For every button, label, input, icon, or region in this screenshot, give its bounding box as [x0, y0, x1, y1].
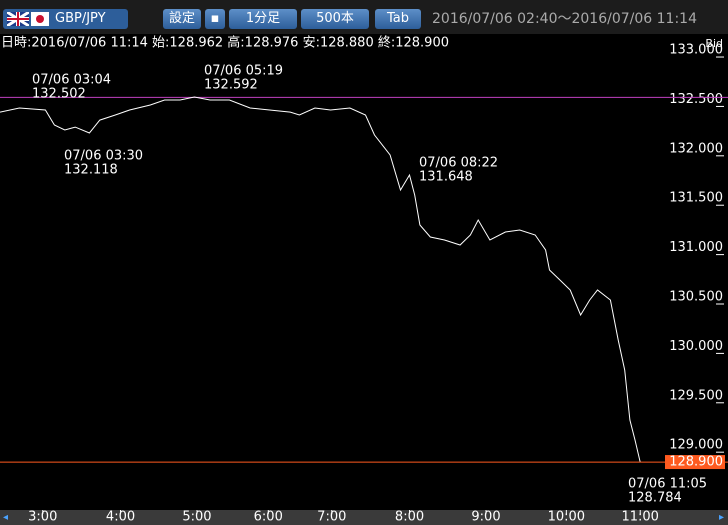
- x-tick-label: 10:00: [548, 510, 585, 525]
- price-line: [0, 96, 641, 463]
- annotation-price: 131.648: [419, 170, 473, 185]
- annotation-time: 07/06 03:30: [64, 149, 143, 164]
- axis-label: Bid: [705, 37, 723, 50]
- calc-button[interactable]: ▪: [205, 9, 225, 29]
- ohlc-info: 日時:2016/07/06 11:14 始:128.962 高:128.976 …: [1, 35, 449, 51]
- y-tick-label: 129.000: [669, 438, 723, 453]
- date-range: 2016/07/06 02:40～2016/07/06 11:14: [432, 11, 697, 27]
- annotation-time: 07/06 03:04: [32, 73, 111, 88]
- annotation-price: 132.118: [64, 163, 118, 178]
- annotation-time: 07/06 08:22: [419, 156, 498, 171]
- y-tick-label: 132.500: [669, 92, 723, 107]
- y-tick-label: 132.000: [669, 141, 723, 156]
- symbol-selector[interactable]: GBP/JPY: [3, 9, 128, 29]
- annotation-time: 07/06 05:19: [204, 64, 283, 79]
- x-tick-label: 4:00: [106, 510, 135, 525]
- annotation-price: 132.592: [204, 78, 258, 93]
- x-tick-label: 7:00: [317, 510, 346, 525]
- y-tick-label: 131.000: [669, 240, 723, 255]
- y-tick-label: 131.500: [669, 191, 723, 206]
- last-price-label: 128.900: [669, 455, 723, 470]
- scroll-left[interactable]: ◂: [3, 512, 8, 523]
- timeframe-button[interactable]: 1分足: [229, 9, 297, 29]
- x-tick-label: 9:00: [471, 510, 500, 525]
- chart: 日時:2016/07/06 11:14 始:128.962 高:128.976 …: [0, 35, 728, 525]
- toolbar: GBP/JPY 設定 ▪ 1分足 500本 Tab 2016/07/06 02:…: [0, 0, 728, 34]
- tab-button[interactable]: Tab: [375, 9, 421, 29]
- last-price-box: [665, 455, 725, 470]
- x-tick-label: 5:00: [182, 510, 211, 525]
- annotation-time: 07/06 11:05: [628, 477, 707, 492]
- y-tick-label: 133.000: [669, 43, 723, 58]
- y-tick-label: 129.500: [669, 388, 723, 403]
- scroll-right[interactable]: ▸: [719, 512, 724, 523]
- y-tick-label: 130.500: [669, 290, 723, 305]
- x-tick-label: 3:00: [28, 510, 57, 525]
- settings-button[interactable]: 設定: [163, 9, 201, 29]
- annotation-price: 128.784: [628, 491, 682, 506]
- jp-flag: [31, 12, 49, 26]
- annotation-price: 132.502: [32, 87, 86, 102]
- uk-flag: [7, 12, 29, 26]
- x-tick-label: 8:00: [395, 510, 424, 525]
- y-tick-label: 130.000: [669, 339, 723, 354]
- bars-button[interactable]: 500本: [301, 9, 369, 29]
- x-tick-label: 6:00: [254, 510, 283, 525]
- x-axis-bar: [0, 510, 728, 525]
- symbol: GBP/JPY: [55, 11, 106, 26]
- x-tick-label: 11:00: [621, 510, 658, 525]
